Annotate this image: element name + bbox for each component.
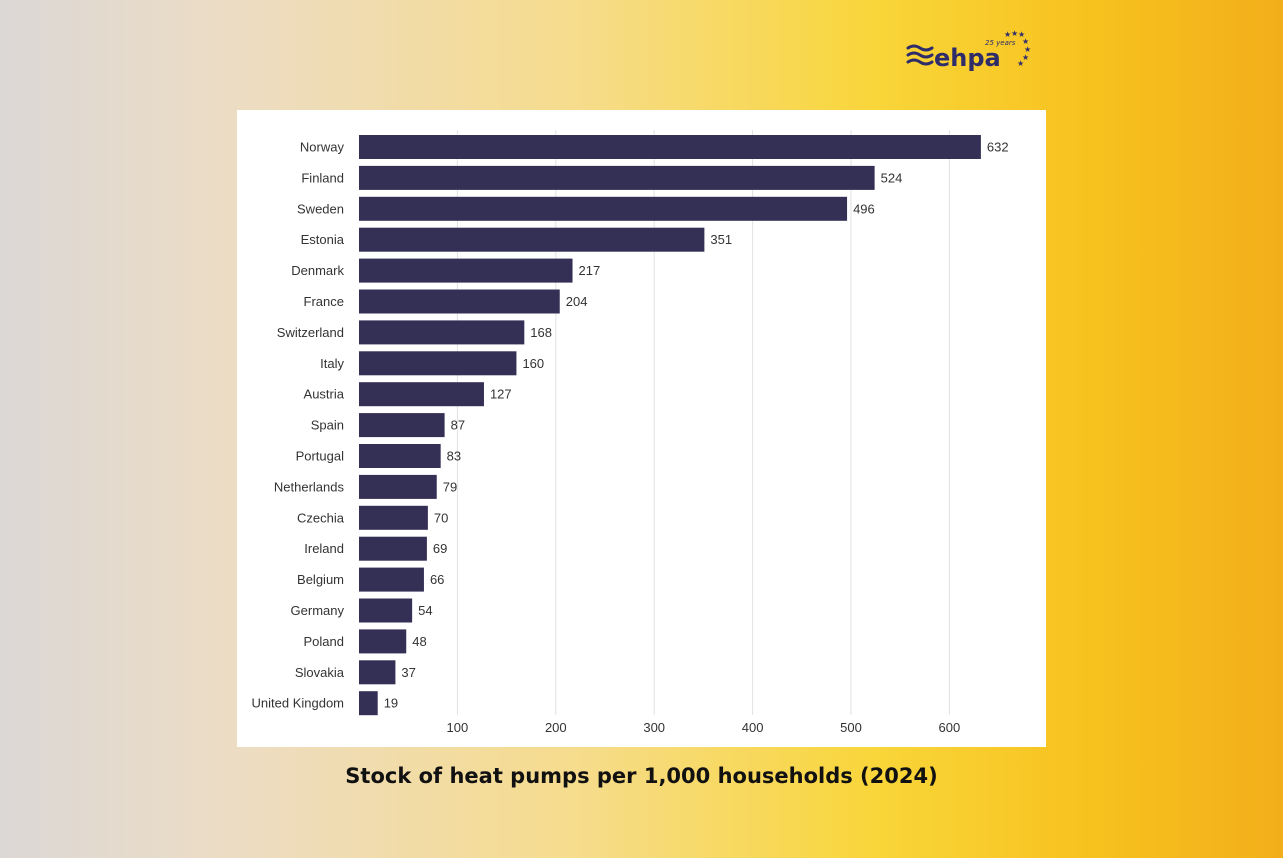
bar	[359, 505, 428, 530]
y-category-label: Netherlands	[274, 479, 345, 494]
bar	[359, 567, 424, 592]
bar	[359, 196, 848, 221]
y-category-label: Slovakia	[295, 665, 345, 680]
y-category-label: Norway	[300, 140, 345, 155]
bar	[359, 289, 560, 314]
bar	[359, 598, 413, 623]
bar	[359, 351, 517, 376]
y-category-label: Austria	[304, 387, 345, 402]
data-label: 54	[418, 603, 432, 618]
bar	[359, 413, 445, 438]
y-category-label: Denmark	[291, 263, 344, 278]
data-label: 204	[566, 294, 588, 309]
svg-text:★: ★	[1024, 45, 1031, 54]
svg-text:★: ★	[1011, 29, 1018, 38]
y-category-label: United Kingdom	[252, 696, 345, 711]
data-label: 127	[490, 387, 512, 402]
svg-text:★: ★	[1022, 53, 1029, 62]
chart-panel: 100 200 300 400 500 600 Norway 632 Finland 524 Swe…	[237, 110, 1046, 747]
bar-chart: 100 200 300 400 500 600 Norway 632 Finland 524 Swe…	[252, 130, 1009, 735]
bar	[359, 691, 378, 716]
bar	[359, 474, 437, 499]
data-label: 168	[530, 325, 552, 340]
svg-text:★: ★	[1004, 30, 1011, 39]
y-category-label: Finland	[301, 170, 344, 185]
data-label: 632	[987, 140, 1009, 155]
data-label: 160	[522, 356, 544, 371]
svg-text:★: ★	[1017, 59, 1024, 68]
y-category-label: Germany	[291, 603, 345, 618]
y-category-label: Estonia	[301, 232, 345, 247]
data-label: 79	[443, 479, 457, 494]
svg-text:★: ★	[1022, 37, 1029, 46]
x-tick-label: 300	[643, 720, 665, 735]
data-label: 37	[401, 665, 415, 680]
svg-text:ehpa: ehpa	[934, 44, 1001, 72]
x-tick-label: 200	[545, 720, 567, 735]
data-label: 19	[384, 696, 398, 711]
y-category-label: Belgium	[297, 572, 344, 587]
svg-text:★: ★	[1018, 30, 1025, 39]
bar	[359, 444, 441, 468]
data-label: 70	[434, 510, 448, 525]
bar	[359, 227, 705, 252]
bar	[359, 536, 427, 561]
data-label: 87	[451, 418, 465, 433]
x-tick-label: 100	[447, 720, 469, 735]
bar	[359, 258, 573, 283]
y-category-label: Poland	[304, 634, 344, 649]
y-category-label: France	[304, 294, 344, 309]
chart-title: Stock of heat pumps per 1,000 households…	[345, 764, 938, 788]
x-tick-label: 600	[939, 720, 961, 735]
bar	[359, 382, 484, 407]
data-label: 217	[579, 263, 601, 278]
ehpa-logo: ehpa 25 years ★ ★ ★ ★★★★	[906, 29, 1031, 72]
data-label: 496	[853, 201, 875, 216]
bar	[359, 320, 525, 345]
y-category-label: Portugal	[296, 449, 345, 464]
data-label: 69	[433, 541, 447, 556]
x-tick-label: 500	[840, 720, 862, 735]
data-label: 351	[710, 232, 732, 247]
y-category-label: Switzerland	[277, 325, 344, 340]
svg-text:25 years: 25 years	[985, 39, 1016, 47]
data-label: 48	[412, 634, 426, 649]
data-label: 66	[430, 572, 444, 587]
bar	[359, 165, 875, 190]
y-category-label: Spain	[311, 418, 344, 433]
x-tick-label: 400	[742, 720, 764, 735]
y-category-label: Ireland	[304, 541, 344, 556]
y-category-label: Italy	[320, 356, 344, 371]
bar	[359, 135, 981, 159]
data-label: 524	[881, 170, 903, 185]
y-category-label: Czechia	[297, 510, 345, 525]
y-category-label: Sweden	[297, 201, 344, 216]
data-label: 83	[447, 449, 461, 464]
bar	[359, 629, 407, 654]
bar	[359, 660, 396, 685]
